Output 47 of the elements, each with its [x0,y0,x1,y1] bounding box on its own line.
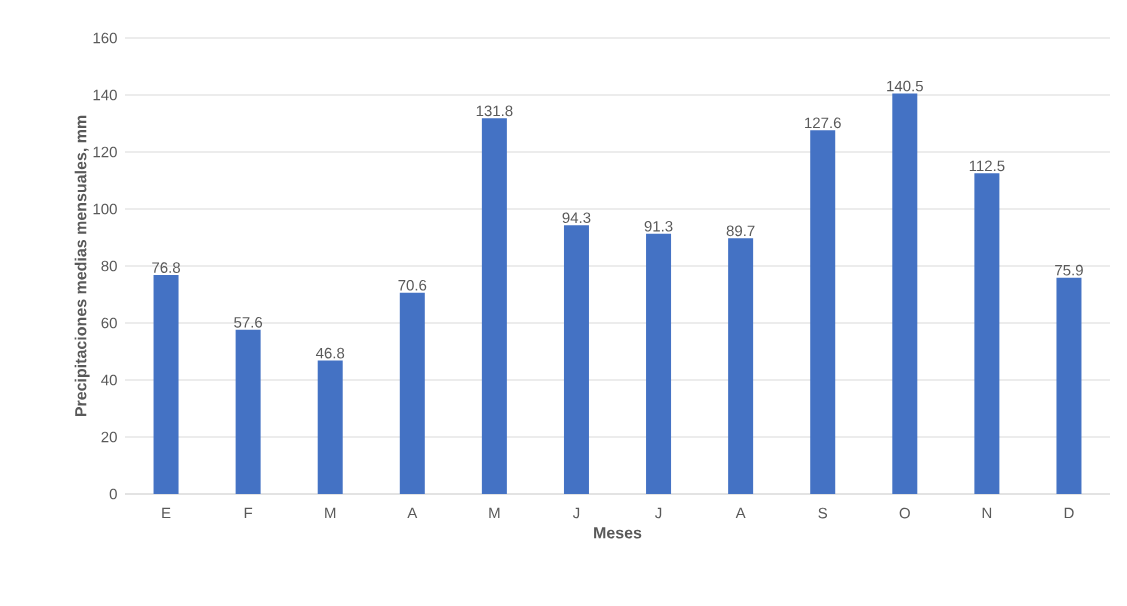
bar [563,225,589,494]
bar [399,292,425,494]
y-tick-label: 160 [93,32,117,44]
x-tick-label: F [244,507,253,519]
bar [153,275,179,494]
y-tick-label: 20 [101,431,117,443]
bar [1056,277,1082,494]
x-tick-label: O [899,507,910,519]
bar [317,360,343,494]
data-label: 89.7 [726,225,755,237]
y-tick-label: 0 [109,488,117,500]
data-label: 131.8 [476,105,513,117]
data-label: 70.6 [398,279,427,291]
bar [974,173,1000,494]
data-label: 94.3 [562,212,591,224]
data-label: 57.6 [234,317,263,328]
data-label: 76.8 [152,262,180,273]
x-tick-label: S [818,507,828,519]
y-axis-title: Precipitaciones medias mensuales, mm [74,115,90,417]
x-tick-label: M [325,507,336,519]
bar [810,130,836,494]
y-tick-label: 120 [93,146,117,158]
x-tick-label: N [982,507,992,519]
x-tick-label: A [407,507,418,519]
x-axis-title: Meses [594,527,642,539]
bar [235,329,261,494]
x-tick-label: D [1064,507,1074,519]
x-tick-label: A [735,507,746,519]
data-label: 91.3 [644,220,673,232]
bar [646,233,672,494]
x-tick-label: J [572,507,580,519]
bar [892,93,918,494]
data-label: 127.6 [805,117,841,129]
x-tick-label: M [489,507,500,519]
x-tick-label: E [162,507,171,519]
bar [481,118,507,494]
data-label: 46.8 [315,347,345,359]
data-label: 140.5 [887,80,923,92]
bar [728,238,754,494]
y-tick-label: 100 [93,203,117,215]
data-label: 112.5 [969,160,1005,172]
y-tick-label: 60 [101,317,117,329]
y-tick-label: 40 [101,374,117,386]
y-tick-label: 140 [93,89,117,101]
x-tick-label: J [655,507,662,519]
data-label: 75.9 [1055,264,1083,276]
y-tick-label: 80 [101,260,117,272]
